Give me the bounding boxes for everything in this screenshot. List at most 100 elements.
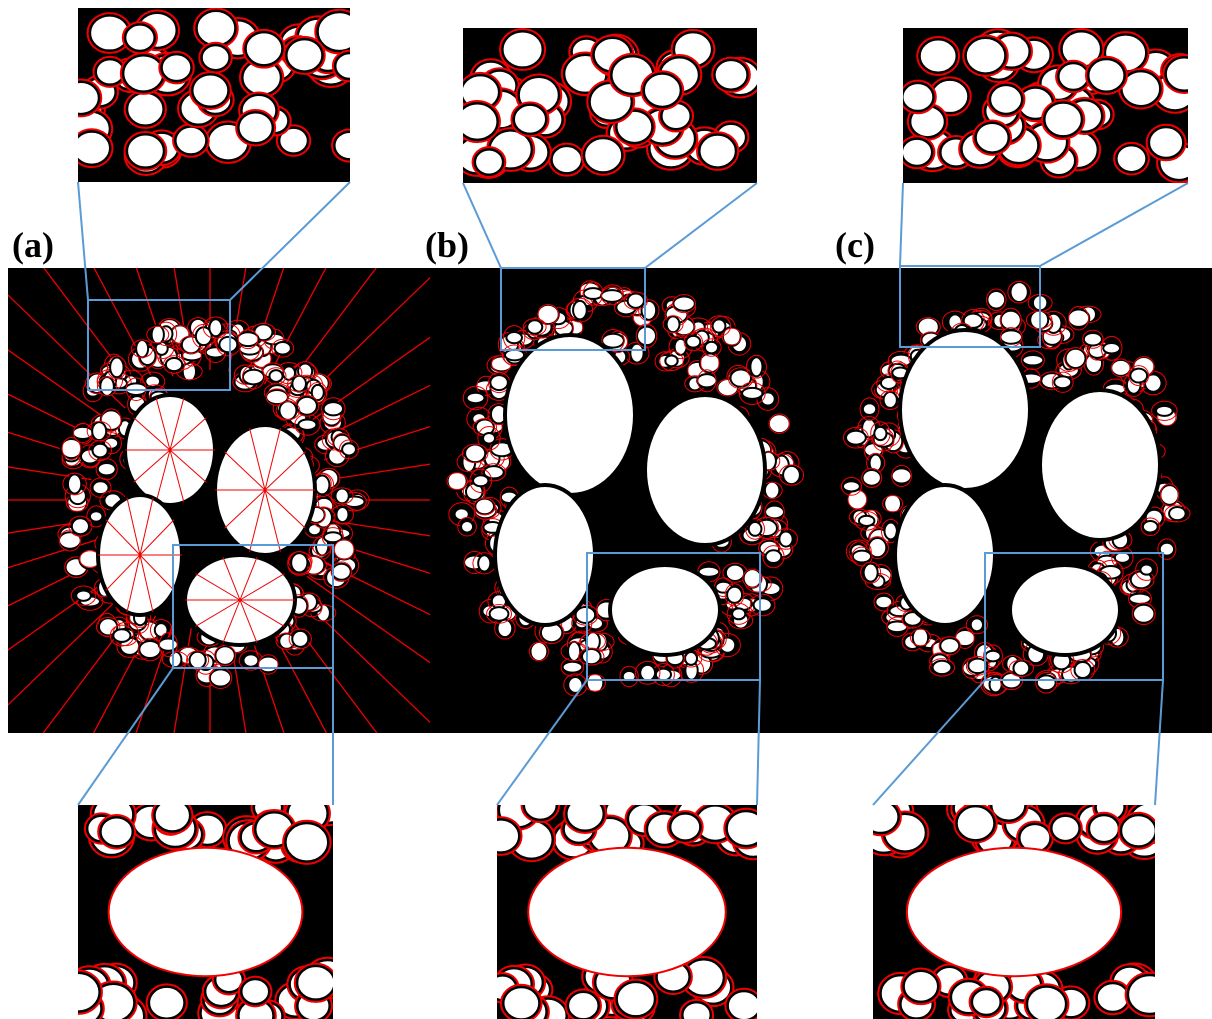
cell xyxy=(1130,369,1147,383)
cell xyxy=(686,336,700,348)
cell xyxy=(490,607,509,621)
cell xyxy=(864,564,878,582)
zoom-connector xyxy=(1040,183,1188,266)
cell xyxy=(1160,485,1178,505)
large-cell xyxy=(1010,565,1120,655)
panel-label: (b) xyxy=(425,225,469,265)
cell xyxy=(189,652,205,669)
cell xyxy=(853,551,871,563)
cell xyxy=(1013,661,1029,676)
cell xyxy=(551,146,582,174)
cell xyxy=(241,979,269,1005)
cell xyxy=(727,587,742,603)
cell xyxy=(779,531,792,546)
cell xyxy=(123,55,164,92)
cell xyxy=(92,422,106,440)
cell xyxy=(457,103,498,140)
cell xyxy=(749,522,762,536)
cell xyxy=(72,518,89,534)
cell xyxy=(727,991,760,1019)
cell xyxy=(335,53,365,80)
cell xyxy=(1011,282,1028,302)
cell xyxy=(1044,102,1082,136)
cell xyxy=(527,320,542,333)
zoom-connector xyxy=(900,183,903,266)
cell xyxy=(640,665,655,681)
cell xyxy=(475,149,504,175)
cell xyxy=(783,466,800,484)
cell xyxy=(874,427,886,440)
cell xyxy=(972,989,1001,1015)
cell xyxy=(859,516,874,526)
cell xyxy=(336,507,348,522)
cell xyxy=(975,122,1009,152)
cell xyxy=(1149,127,1184,158)
cell xyxy=(1022,355,1043,365)
cell xyxy=(665,355,677,366)
cell xyxy=(940,638,959,653)
cell xyxy=(863,403,876,415)
cell xyxy=(286,39,323,72)
cell xyxy=(1165,57,1203,91)
cell xyxy=(136,340,148,357)
cell xyxy=(971,618,983,631)
cell xyxy=(1058,63,1089,91)
cell xyxy=(513,104,546,134)
cell xyxy=(742,388,762,399)
cell xyxy=(317,12,361,52)
cell xyxy=(465,444,485,462)
cell xyxy=(482,819,519,853)
large-cell xyxy=(610,565,720,655)
cell xyxy=(209,319,222,336)
large-cell xyxy=(505,335,635,495)
cell xyxy=(166,358,182,371)
cell xyxy=(990,85,1023,115)
cell xyxy=(279,401,296,420)
cell xyxy=(699,134,736,168)
cell xyxy=(573,301,587,319)
cell xyxy=(215,646,234,665)
cell xyxy=(475,499,494,515)
cell xyxy=(298,420,316,430)
cell xyxy=(616,982,655,1017)
cell xyxy=(1084,333,1102,345)
cell xyxy=(628,294,644,308)
cell xyxy=(291,553,307,572)
cell xyxy=(275,342,291,355)
cell xyxy=(292,631,308,647)
cell xyxy=(196,10,235,46)
cell xyxy=(1121,815,1157,847)
cell xyxy=(643,73,681,107)
cell xyxy=(258,657,279,673)
cell xyxy=(902,83,934,112)
cell xyxy=(1156,406,1173,416)
cell xyxy=(1037,675,1056,690)
cell xyxy=(1089,815,1120,843)
cell xyxy=(682,1002,711,1019)
cell xyxy=(1088,59,1125,92)
large-cell xyxy=(109,848,303,976)
cell xyxy=(210,669,231,686)
cell xyxy=(473,475,488,486)
cell xyxy=(1068,310,1089,327)
cell xyxy=(903,971,938,1003)
cell xyxy=(161,54,192,81)
cell xyxy=(324,402,343,415)
cell xyxy=(697,374,716,387)
cell xyxy=(1128,975,1172,1015)
large-cell xyxy=(907,848,1121,976)
cell xyxy=(243,654,258,666)
cell xyxy=(884,392,897,408)
cell xyxy=(1129,594,1151,604)
cell xyxy=(169,652,182,668)
cell xyxy=(175,126,207,154)
cell xyxy=(269,370,282,382)
large-cell xyxy=(1040,390,1160,540)
cell xyxy=(862,470,880,486)
large-cell xyxy=(495,485,595,625)
cell xyxy=(333,540,355,560)
cell xyxy=(219,337,237,352)
cell xyxy=(1143,521,1158,532)
cell xyxy=(292,376,306,392)
cell xyxy=(139,641,160,658)
